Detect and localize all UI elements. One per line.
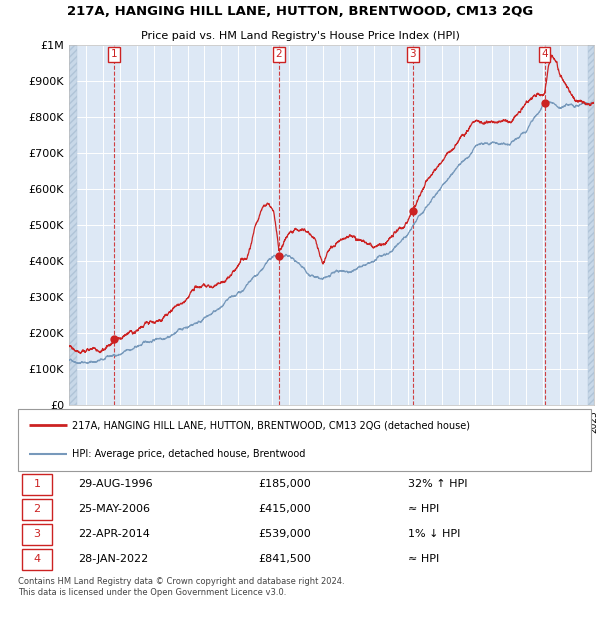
- Text: £539,000: £539,000: [259, 529, 311, 539]
- Text: 3: 3: [34, 529, 40, 539]
- Text: 4: 4: [541, 50, 548, 60]
- Bar: [69, 45, 77, 405]
- Bar: [588, 45, 594, 405]
- Text: Price paid vs. HM Land Registry's House Price Index (HPI): Price paid vs. HM Land Registry's House …: [140, 30, 460, 40]
- Text: 4: 4: [34, 554, 40, 564]
- Text: £415,000: £415,000: [259, 504, 311, 515]
- FancyBboxPatch shape: [18, 409, 591, 471]
- Text: ≈ HPI: ≈ HPI: [407, 554, 439, 564]
- Text: 2: 2: [34, 504, 40, 515]
- Text: 1: 1: [111, 50, 118, 60]
- Text: 25-MAY-2006: 25-MAY-2006: [78, 504, 150, 515]
- Text: 22-APR-2014: 22-APR-2014: [78, 529, 150, 539]
- Text: £841,500: £841,500: [259, 554, 311, 564]
- Text: 217A, HANGING HILL LANE, HUTTON, BRENTWOOD, CM13 2QG (detached house): 217A, HANGING HILL LANE, HUTTON, BRENTWO…: [73, 420, 470, 430]
- Text: 2: 2: [275, 50, 282, 60]
- Text: HPI: Average price, detached house, Brentwood: HPI: Average price, detached house, Bren…: [73, 449, 306, 459]
- Text: 217A, HANGING HILL LANE, HUTTON, BRENTWOOD, CM13 2QG: 217A, HANGING HILL LANE, HUTTON, BRENTWO…: [67, 5, 533, 18]
- FancyBboxPatch shape: [22, 549, 52, 570]
- FancyBboxPatch shape: [22, 499, 52, 520]
- Text: ≈ HPI: ≈ HPI: [407, 504, 439, 515]
- Text: Contains HM Land Registry data © Crown copyright and database right 2024.
This d: Contains HM Land Registry data © Crown c…: [18, 577, 344, 597]
- FancyBboxPatch shape: [22, 524, 52, 545]
- Text: 28-JAN-2022: 28-JAN-2022: [78, 554, 148, 564]
- Text: 29-AUG-1996: 29-AUG-1996: [78, 479, 153, 489]
- Text: 1% ↓ HPI: 1% ↓ HPI: [407, 529, 460, 539]
- Text: 32% ↑ HPI: 32% ↑ HPI: [407, 479, 467, 489]
- Text: 1: 1: [34, 479, 40, 489]
- Text: 3: 3: [410, 50, 416, 60]
- FancyBboxPatch shape: [22, 474, 52, 495]
- Text: £185,000: £185,000: [259, 479, 311, 489]
